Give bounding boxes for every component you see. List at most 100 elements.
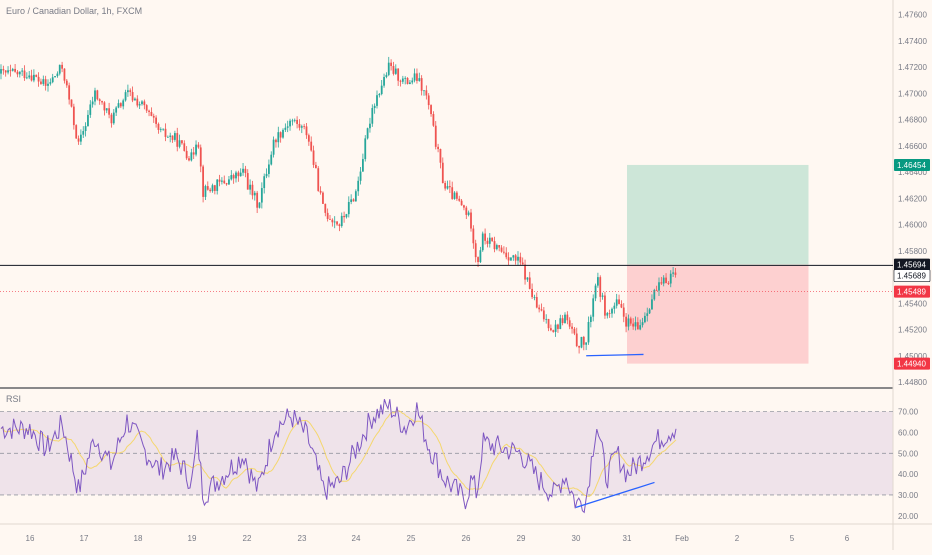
candle-body xyxy=(284,127,287,130)
candle-body xyxy=(249,184,251,190)
candle-body xyxy=(275,139,277,143)
candle-body xyxy=(221,180,223,182)
candle-body xyxy=(277,132,280,143)
candle-body xyxy=(340,215,343,227)
price-tick-label: 1.44800 xyxy=(898,378,927,387)
candle-body xyxy=(486,240,489,244)
price-tick-label: 1.47400 xyxy=(898,37,927,46)
candle-body xyxy=(427,95,430,106)
candle-body xyxy=(460,200,463,206)
candle-body xyxy=(209,189,212,192)
rsi-divergence-line xyxy=(575,481,655,509)
candle-body xyxy=(33,74,35,81)
price-tick-label: 1.46800 xyxy=(898,116,927,125)
candle-body xyxy=(47,83,49,86)
candle-body xyxy=(448,186,451,188)
candle-body xyxy=(289,120,291,127)
candle-body xyxy=(653,289,656,300)
candle-body xyxy=(178,140,181,147)
time-tick-label: 2 xyxy=(735,534,740,543)
candle-body xyxy=(470,212,472,229)
candle-body xyxy=(463,205,465,208)
candle-body xyxy=(80,134,82,142)
candle-body xyxy=(505,252,508,258)
candle-body xyxy=(195,144,197,155)
rsi-lines xyxy=(0,399,677,514)
candle-body xyxy=(44,79,47,86)
candle-body xyxy=(456,192,458,199)
price-tick-label: 1.45400 xyxy=(898,299,927,308)
candle-body xyxy=(550,328,552,331)
candle-body xyxy=(244,168,247,174)
price-tick-label: 1.47600 xyxy=(898,11,927,20)
price-tick-label: 1.47000 xyxy=(898,89,927,98)
candle-body xyxy=(171,135,174,140)
candle-body xyxy=(413,73,416,81)
candle-body xyxy=(164,128,167,137)
profit-zone xyxy=(627,164,809,265)
candle-body xyxy=(105,108,108,111)
price-tick-label: 1.45000 xyxy=(898,352,927,361)
candle-body xyxy=(437,146,439,150)
candle-body xyxy=(312,150,315,165)
candle-body xyxy=(648,309,651,314)
candle-body xyxy=(580,336,583,348)
candle-body xyxy=(188,158,190,161)
position-tool[interactable] xyxy=(627,164,809,364)
candle-body xyxy=(465,207,468,215)
candle-body xyxy=(369,123,371,129)
price-badge-current xyxy=(894,285,930,298)
candle-body xyxy=(458,198,461,201)
candle-body xyxy=(662,277,665,284)
candle-body xyxy=(597,277,599,286)
candle-body xyxy=(72,106,75,126)
candle-body xyxy=(174,133,176,140)
candle-body xyxy=(190,152,193,161)
candle-body xyxy=(615,299,618,306)
candle-body xyxy=(357,180,360,192)
candle-body xyxy=(564,314,566,323)
candle-body xyxy=(162,128,165,130)
candle-body xyxy=(632,323,635,327)
candle-body xyxy=(145,105,148,111)
candle-body xyxy=(7,70,9,73)
candle-body xyxy=(495,245,498,250)
candle-body xyxy=(474,243,477,258)
candle-body xyxy=(338,224,341,227)
candle-body xyxy=(300,126,303,128)
candle-body xyxy=(279,132,282,138)
candle-body xyxy=(362,159,364,172)
candle-body xyxy=(484,233,486,241)
candle-body xyxy=(124,92,127,101)
drawn-lines[interactable] xyxy=(0,264,893,357)
candle-body xyxy=(498,245,501,248)
support-trendline xyxy=(586,353,644,357)
candle-body xyxy=(258,202,261,208)
candle-body xyxy=(65,80,68,86)
candle-body xyxy=(651,299,653,310)
candle-body xyxy=(223,180,226,184)
candle-body xyxy=(56,73,59,77)
candle-body xyxy=(260,188,263,203)
price-badge-label: 1.46454 xyxy=(897,161,926,170)
candle-body xyxy=(237,172,240,177)
price-badge-target xyxy=(894,158,930,171)
candle-body xyxy=(272,139,275,155)
candle-body xyxy=(155,117,157,124)
candle-body xyxy=(61,64,63,69)
price-badge-label: 1.45689 xyxy=(897,272,926,281)
candle-body xyxy=(16,71,19,75)
candle-body xyxy=(552,330,555,332)
candle-body xyxy=(667,283,670,284)
candle-body xyxy=(568,320,571,327)
candle-body xyxy=(2,69,5,71)
candle-body xyxy=(343,215,345,218)
candle-body xyxy=(270,154,273,165)
candle-body xyxy=(554,324,557,332)
time-tick-label: 16 xyxy=(26,534,35,543)
candle-body xyxy=(634,322,637,327)
candle-body xyxy=(152,115,155,118)
candle-body xyxy=(58,64,61,74)
